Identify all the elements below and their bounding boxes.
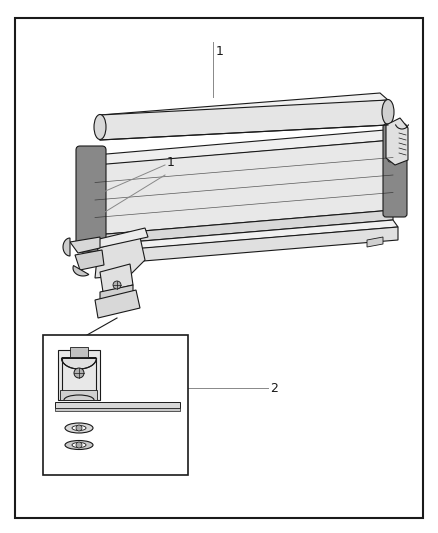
- Text: 1: 1: [167, 156, 175, 168]
- Polygon shape: [386, 118, 408, 165]
- Bar: [55, 408, 180, 411]
- Bar: [55, 402, 180, 408]
- FancyBboxPatch shape: [388, 146, 402, 162]
- Polygon shape: [70, 237, 100, 253]
- Polygon shape: [95, 220, 398, 252]
- Polygon shape: [82, 148, 100, 252]
- Ellipse shape: [94, 115, 106, 140]
- Polygon shape: [61, 358, 96, 369]
- Polygon shape: [95, 227, 398, 265]
- Ellipse shape: [72, 425, 86, 431]
- Polygon shape: [100, 264, 133, 292]
- Circle shape: [74, 368, 84, 378]
- Polygon shape: [100, 285, 133, 307]
- Polygon shape: [102, 262, 118, 272]
- Polygon shape: [75, 250, 104, 270]
- FancyBboxPatch shape: [76, 146, 106, 252]
- Polygon shape: [95, 210, 393, 245]
- Polygon shape: [62, 358, 96, 398]
- Polygon shape: [100, 93, 388, 122]
- Polygon shape: [58, 350, 100, 400]
- Polygon shape: [95, 140, 393, 235]
- Polygon shape: [63, 238, 70, 256]
- Ellipse shape: [72, 442, 86, 448]
- Ellipse shape: [65, 423, 93, 433]
- FancyBboxPatch shape: [383, 124, 407, 217]
- Bar: [43, 335, 188, 475]
- Polygon shape: [73, 265, 89, 276]
- Polygon shape: [95, 290, 140, 318]
- Polygon shape: [95, 130, 393, 165]
- Text: 2: 2: [270, 382, 278, 394]
- Polygon shape: [95, 237, 145, 278]
- Ellipse shape: [65, 440, 93, 449]
- Ellipse shape: [382, 100, 394, 125]
- Polygon shape: [95, 228, 148, 248]
- Circle shape: [76, 425, 82, 431]
- Circle shape: [113, 281, 121, 289]
- Bar: [70, 347, 88, 357]
- Circle shape: [76, 442, 82, 448]
- Polygon shape: [367, 237, 383, 247]
- Polygon shape: [100, 100, 388, 140]
- Polygon shape: [60, 390, 97, 400]
- Text: 1: 1: [216, 45, 224, 58]
